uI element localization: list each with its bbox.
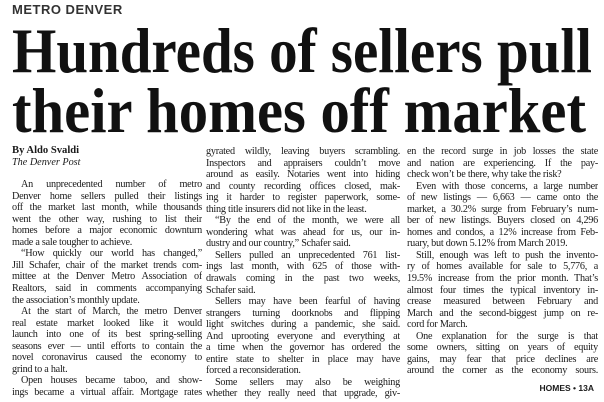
text-line: some owners, sitting on years of equity — [407, 342, 598, 354]
text-line: An unprecedented number of metro — [21, 179, 202, 191]
text-line: And uprooting everyone and everything at — [206, 330, 400, 342]
text-line: strangers turning doorknobs and flipping — [206, 307, 400, 319]
text-line: a time when the governor has ordered the — [206, 342, 400, 354]
headline-line-1: Hundreds of sellers pull — [12, 15, 592, 86]
text-line: dustry and our country,” Schafer said. — [206, 238, 351, 250]
text-line: Sellers may have been fearful of having — [215, 296, 400, 308]
text-line: cord for March. — [407, 319, 468, 331]
text-line: check won’t be there, why take the risk? — [407, 169, 562, 181]
text-line: ry of homes available for sale to 5,776,… — [407, 261, 598, 273]
text-line: homes before a major economic downturn — [12, 225, 202, 237]
article-paragraph: “By the end of the month, we were all won… — [206, 215, 400, 250]
article-paragraph: Open houses became taboo, and show-ings … — [12, 375, 202, 398]
article-paragraph: “How quickly our world has changed,” Jill… — [12, 248, 202, 306]
text-line: drawals coming in the past two weeks, — [206, 273, 400, 285]
text-line: “By the end of the month, we were all — [215, 215, 400, 227]
text-line: the association’s monthly update. — [12, 294, 140, 306]
article-paragraph: An unprecedented number of metro Denver h… — [12, 179, 202, 248]
text-line: mittee at the Denver Metro Association o… — [12, 271, 202, 283]
text-line: launch into one of its best spring-selli… — [12, 329, 202, 341]
headline-line-2: their homes off market — [12, 75, 587, 142]
text-line: Even with those concerns, a large number — [416, 180, 598, 192]
article-paragraph: Still, enough was left to push the inven… — [407, 250, 598, 331]
text-line: ings became a virtual affair. Mortgage r… — [12, 386, 202, 398]
text-line: Realtors, said in comments accompanying — [12, 283, 202, 295]
text-line: around the corner as the economy sours. — [407, 365, 598, 377]
text-line: Jill Schafer, chair of the market trends… — [12, 259, 202, 271]
text-line: wondering what was ahead for us, our in- — [206, 226, 400, 238]
text-line: crease measured between February and — [407, 296, 598, 308]
text-line: almost four times the typical inventory … — [407, 284, 598, 296]
text-line: market, a 30.2% surge from February’s nu… — [407, 203, 598, 215]
text-line: and nation are experiencing. If the pay- — [407, 157, 598, 169]
text-line: real estate market looked like it would — [12, 317, 202, 329]
text-line: grind to a halt. — [12, 363, 68, 375]
article-paragraph: One explanation for the surge is that som… — [407, 331, 598, 377]
text-line: ings last month, with 625 of those with- — [206, 261, 400, 273]
text-line: and county recording offices closed, mak… — [206, 180, 400, 192]
article-paragraph: en the record surge in job losses the st… — [407, 146, 598, 181]
jump-reference: HOMES • 13A — [539, 383, 594, 393]
text-line: March and the second-biggest jump on re- — [407, 307, 598, 319]
text-line: made a sale tougher to achieve. — [12, 236, 133, 248]
article-column-3: en the record surge in job losses the st… — [407, 146, 598, 377]
article-column-2: gyrated wildly, leaving buyers scramblin… — [206, 146, 400, 400]
text-line: gyrated wildly, leaving buyers scramblin… — [206, 146, 400, 157]
text-line: One explanation for the surge is that — [416, 330, 598, 342]
text-line: Open houses became taboo, and show- — [21, 375, 202, 387]
article-paragraph: Some sellers may also be weighing whether… — [206, 377, 400, 400]
text-line: Some sellers may also be weighing — [215, 376, 400, 388]
text-line: seasons ever — until efforts to contain … — [12, 340, 202, 352]
text-line: around as easily. Notaries went into hid… — [206, 169, 400, 181]
text-line: Inspectors and appraisers couldn’t move — [206, 157, 400, 169]
byline-source: The Denver Post — [12, 156, 81, 168]
text-line: Denver home sellers pulled their listing… — [12, 190, 202, 202]
text-line: At the start of March, the metro Denver — [21, 306, 202, 318]
text-line: homes and condos, a 12% increase from Fe… — [407, 226, 598, 238]
text-line: “How quickly our world has changed,” — [21, 248, 202, 260]
text-line: gains, may fear that price declines are — [407, 353, 598, 365]
article-paragraph: Sellers pulled an unprecedented 761 list… — [206, 250, 400, 296]
article-paragraph: Even with those concerns, a large number… — [407, 181, 598, 250]
headline: Hundreds of sellers pull their homes off… — [12, 15, 592, 142]
text-line: entire state to shelter in place may hav… — [206, 353, 400, 365]
text-line: novel coronavirus caused the economy to — [12, 352, 202, 364]
text-line: Still, enough was left to push the inven… — [416, 249, 598, 261]
byline: By Aldo Svaldi — [12, 145, 80, 156]
text-line: of new listings — 6,663 — came onto the — [407, 192, 598, 204]
text-line: Sellers pulled an unprecedented 761 list… — [215, 249, 400, 261]
text-line: 19.5% increase from the prior month. Tha… — [407, 273, 598, 285]
text-line: ruary, but down 5.12% from March 2019. — [407, 238, 568, 250]
text-line: forced a reconsideration. — [206, 365, 301, 377]
text-line: Schafer said. — [206, 284, 256, 296]
text-line: thing title insurers did not like in the… — [206, 203, 367, 215]
section-kicker: METRO DENVER — [12, 2, 123, 17]
text-line: ing it harder to register paperwork, som… — [206, 192, 400, 204]
text-line: off the market last month, while thousan… — [12, 202, 202, 214]
article-paragraph: Sellers may have been fearful of having s… — [206, 296, 400, 377]
text-line: whether they really need that upgrade, g… — [206, 388, 400, 400]
article-paragraph: gyrated wildly, leaving buyers scramblin… — [206, 146, 400, 215]
text-line: went the other way, rushing to list thei… — [12, 213, 202, 225]
text-line: en the record surge in job losses the st… — [407, 146, 598, 157]
text-line: light switches during a pandemic, she sa… — [206, 319, 400, 331]
article-column-1: By Aldo Svaldi The Denver Post An unprec… — [12, 145, 202, 398]
article-paragraph: At the start of March, the metro Denver r… — [12, 306, 202, 375]
text-line: ber of new listings. Buyers closed on 4,… — [407, 215, 598, 227]
